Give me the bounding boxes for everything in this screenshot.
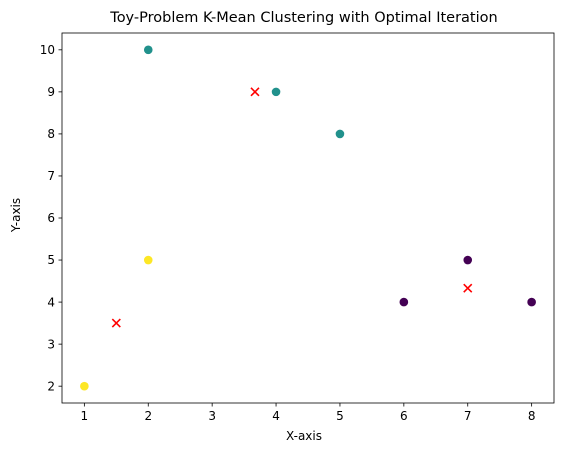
centroid-marker [463, 283, 473, 293]
x-tick-label: 5 [336, 409, 344, 423]
y-tick-label: 2 [47, 379, 55, 393]
chart-title: Toy-Problem K-Mean Clustering with Optim… [109, 10, 497, 26]
y-tick-label: 6 [47, 211, 55, 225]
y-tick-label: 9 [47, 85, 55, 99]
y-tick-label: 3 [47, 337, 55, 351]
data-point [143, 45, 153, 55]
x-tick-label: 3 [208, 409, 216, 423]
x-tick-label: 8 [528, 409, 536, 423]
x-tick-label: 2 [144, 409, 152, 423]
data-point [527, 297, 536, 307]
y-axis-label: Y-axis [9, 198, 23, 233]
centroid-marker [111, 318, 121, 328]
data-point [143, 255, 153, 265]
axes-frame [61, 32, 555, 404]
x-tick-label: 6 [400, 409, 408, 423]
y-tick-label: 4 [47, 295, 55, 309]
y-tick-label: 5 [47, 253, 55, 267]
y-tick-label: 8 [47, 127, 55, 141]
x-tick-label: 7 [464, 409, 472, 423]
x-tick-label: 1 [81, 409, 89, 423]
y-tick-label: 10 [40, 43, 55, 57]
data-point [80, 381, 89, 391]
centroid-marker [250, 87, 260, 97]
x-tick-label: 4 [272, 409, 280, 423]
y-tick-label: 7 [47, 169, 55, 183]
data-point [271, 87, 281, 97]
data-point [335, 129, 345, 139]
x-axis-label: X-axis [286, 429, 322, 443]
data-point [463, 255, 473, 265]
plot-area: 1 2 3 4 5 6 7 8 2 3 4 5 6 7 8 9 10 [40, 32, 555, 423]
data-point [399, 297, 409, 307]
